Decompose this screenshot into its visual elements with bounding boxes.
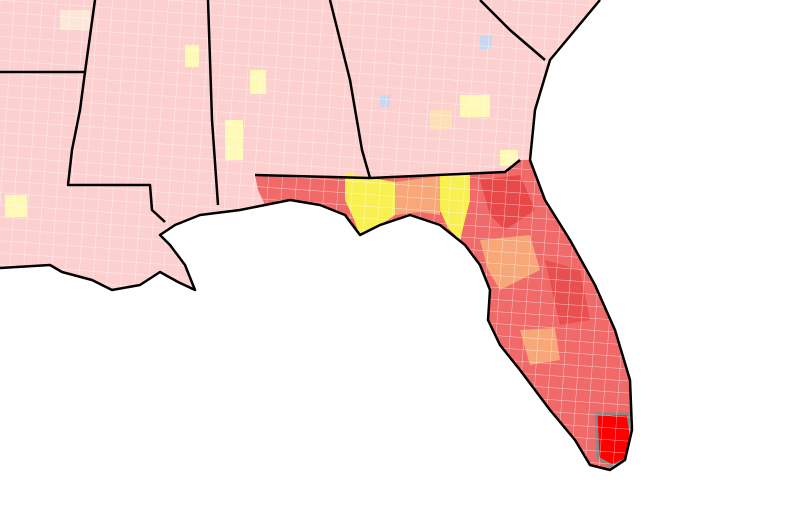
coastline bbox=[0, 0, 634, 472]
state-border bbox=[479, 0, 546, 61]
state-border bbox=[254, 159, 521, 180]
state-border bbox=[328, 0, 372, 179]
state-border bbox=[83, 0, 97, 73]
state-border bbox=[206, 0, 220, 206]
state-border bbox=[0, 70, 166, 223]
state-borders bbox=[0, 0, 546, 223]
